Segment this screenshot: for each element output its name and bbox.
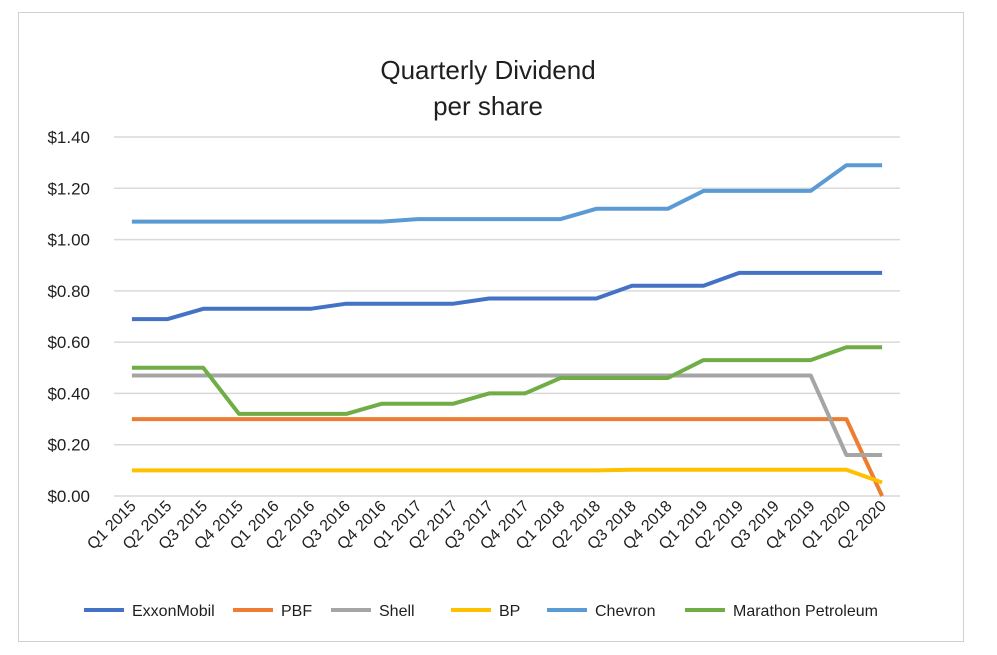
- series-line-shell: [131, 373, 883, 457]
- series-line-bp: [131, 467, 883, 485]
- y-tick-label: $0.40: [47, 384, 90, 403]
- series-lines: [131, 163, 884, 497]
- y-tick-label: $0.00: [47, 487, 90, 506]
- y-tick-label: $0.20: [47, 436, 90, 455]
- legend-label: ExxonMobil: [132, 603, 215, 620]
- y-axis-ticks: $0.00 $0.20 $0.40 $0.60 $0.80 $1.00 $1.20 $1.40: [47, 128, 90, 506]
- legend: ExxonMobil PBF Shell BP Chevron Marathon Petr…: [84, 603, 878, 620]
- y-tick-label: $1.20: [47, 179, 90, 198]
- legend-label: Chevron: [595, 603, 655, 620]
- legend-label: Marathon Petroleum: [733, 603, 878, 620]
- chart-title-line-1: Quarterly Dividend: [380, 55, 595, 85]
- y-tick-label: $0.60: [47, 333, 90, 352]
- legend-label: Shell: [379, 603, 415, 620]
- legend-label: PBF: [281, 603, 312, 620]
- gridlines: [114, 136, 900, 497]
- y-tick-label: $1.00: [47, 231, 90, 250]
- chart-frame: [18, 12, 964, 642]
- y-tick-label: $0.80: [47, 282, 90, 301]
- y-tick-label: $1.40: [47, 128, 90, 147]
- series-line-pbf: [131, 417, 884, 497]
- chart-title-line-2: per share: [433, 91, 543, 121]
- series-line-chevron: [131, 163, 883, 224]
- legend-label: BP: [499, 603, 520, 620]
- series-line-marathon-petroleum: [131, 345, 883, 416]
- series-line-exxonmobil: [131, 270, 883, 322]
